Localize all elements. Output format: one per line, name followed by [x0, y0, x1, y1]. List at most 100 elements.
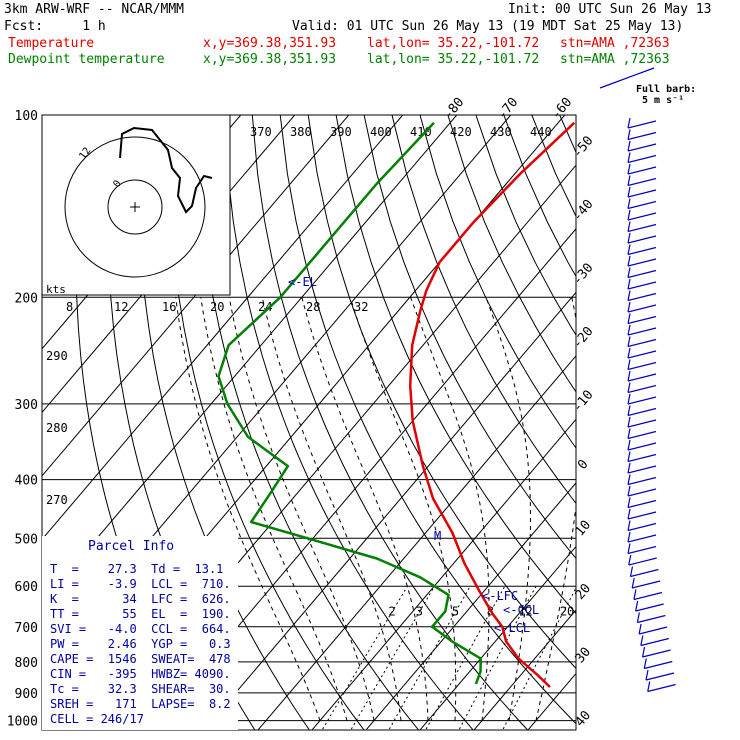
isotherm-line — [257, 355, 576, 730]
wind-barb-flag — [627, 117, 631, 129]
pressure-tick-label: 300 — [15, 398, 38, 413]
wind-barb — [627, 269, 657, 279]
mixing-ratio-label: 5 — [452, 604, 459, 618]
wind-barb — [627, 177, 657, 187]
wind-barb-flag — [627, 451, 631, 462]
wind-barb-flag — [627, 428, 631, 439]
temperature-trace — [408, 121, 576, 688]
dry-adiabat — [700, 115, 740, 733]
wind-barb-flag — [627, 278, 631, 290]
wind-barb — [627, 315, 657, 325]
wind-barb-flag — [627, 186, 631, 198]
theta-label: 370 — [250, 125, 272, 139]
pressure-tick-label: 100 — [15, 109, 38, 124]
wind-barb-flag — [631, 577, 635, 589]
wind-barb-flag — [627, 255, 631, 267]
wind-barb — [638, 626, 668, 635]
wind-barb — [627, 200, 657, 210]
mixing-ratio-line — [321, 585, 408, 730]
el-marker: <-EL — [288, 275, 317, 289]
wind-barb — [627, 442, 657, 451]
theta-label: 440 — [530, 125, 552, 139]
dry-adiabat — [167, 115, 365, 730]
dry-adiabat — [531, 115, 576, 218]
theta-label: 280 — [46, 421, 68, 435]
wind-barb-flag — [627, 497, 631, 508]
dewpoint-xy: x,y=369.38,351.93 — [203, 52, 337, 67]
wind-barb — [627, 453, 657, 463]
valid-time: Valid: 01 UTC Sun 26 May 13 (19 MDT Sat … — [292, 19, 684, 34]
wind-barb — [627, 430, 657, 440]
parcel-info-row: T = 27.3 Td = 13.1 — [50, 562, 224, 576]
wind-barb-flag — [627, 290, 631, 301]
dry-adiabat — [616, 115, 740, 733]
wind-barb-flag — [627, 508, 631, 520]
wind-barb — [627, 292, 657, 302]
temperature-xy: x,y=369.38,351.93 — [203, 36, 337, 51]
moist-adiabat — [175, 297, 321, 721]
wind-barb-flag — [635, 600, 639, 612]
wind-barb — [627, 419, 657, 428]
wind-barb-flag — [627, 324, 631, 336]
wind-barb-flag — [627, 267, 631, 278]
wind-barb-flag — [627, 152, 631, 163]
barb-legend-title: Full barb: — [636, 84, 697, 95]
wind-barb-flag — [640, 635, 644, 646]
wind-barb — [627, 465, 657, 474]
wind-barb — [627, 235, 657, 244]
wind-barb-flag — [627, 439, 631, 451]
ccl-marker: <-CCL — [503, 603, 539, 617]
isotherm-line — [42, 115, 404, 541]
mixing-ratio-label: 3 — [416, 604, 423, 618]
theta-label: 420 — [450, 125, 472, 139]
wind-barb — [627, 361, 657, 371]
wind-barb — [627, 350, 657, 359]
wind-barb-flag — [638, 623, 642, 635]
pressure-tick-label: 1000 — [7, 715, 38, 730]
wind-barb — [627, 522, 657, 532]
isotherm-line — [473, 609, 576, 730]
parcel-info-row: PW = 2.46 YGP = 0.3 — [50, 637, 231, 651]
init-time: Init: 00 UTC Sun 26 May 13 — [508, 2, 712, 17]
wind-barb — [627, 373, 657, 382]
parcel-info-row: CELL = 246/17 — [50, 712, 144, 726]
hodo-speed-tick-label: 28 — [306, 300, 320, 314]
wind-barb-flag — [643, 658, 647, 669]
hodograph: 0 12 kts — [41, 114, 231, 296]
isotherm-tick-label: 0 — [575, 457, 592, 473]
hodo-speed-tick-label: 20 — [210, 300, 224, 314]
isotherm-tick-label: -50 — [570, 133, 597, 161]
hodo-speed-unit: kts — [46, 283, 66, 296]
pressure-tick-label: 600 — [15, 580, 38, 595]
wind-barb — [627, 166, 657, 175]
wind-barb — [630, 568, 659, 578]
mixing-ratio-label: 2 — [388, 604, 395, 618]
theta-label: 390 — [330, 125, 352, 139]
wind-barb-flag — [627, 462, 631, 474]
wind-barb — [627, 258, 657, 267]
wind-barb-flag — [627, 244, 631, 255]
wind-barb — [627, 476, 657, 486]
parcel-info-row: TT = 55 EL = 190. — [50, 607, 231, 621]
wind-barb-flag — [627, 405, 631, 416]
wind-barb — [627, 338, 657, 348]
isotherm-line — [203, 291, 576, 730]
level-markers: <-EL <-LFC<-CCL <-LCL M — [288, 275, 539, 635]
mixing-ratio-label: 20 — [560, 604, 574, 618]
pressure-tick-label: 800 — [15, 656, 38, 671]
hodo-speed-tick-label: 16 — [162, 300, 176, 314]
dry-adiabat — [195, 115, 420, 730]
pressure-tick-label: 700 — [15, 621, 38, 636]
wind-barb — [644, 660, 673, 670]
isotherms — [42, 115, 576, 730]
lcl-marker: <-LCL — [494, 621, 530, 635]
pressure-tick-label: 500 — [15, 532, 38, 547]
wind-barb — [627, 304, 657, 313]
wind-barb-flag — [647, 681, 651, 692]
parcel-info-row: CAPE = 1546 SWEAT= 478 — [50, 652, 231, 666]
wind-barb — [627, 223, 657, 233]
isotherm-line — [42, 115, 350, 477]
wind-barb-flag — [627, 543, 631, 554]
theta-label: 270 — [46, 493, 68, 507]
isotherm-line — [311, 418, 576, 730]
